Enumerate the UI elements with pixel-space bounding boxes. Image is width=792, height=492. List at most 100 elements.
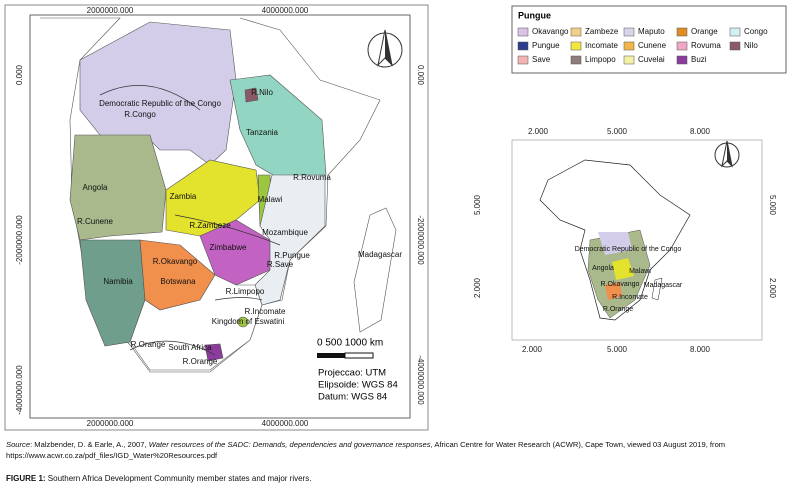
countries	[40, 17, 397, 373]
inset-label: R.Okavango	[601, 281, 640, 288]
drc	[79, 21, 237, 166]
inset-label: Democratic Republic of the Congo	[575, 246, 682, 253]
legend-label: Orange	[691, 27, 718, 36]
legend-swatch	[570, 55, 582, 65]
legend-label: Save	[532, 55, 551, 64]
legend-label: Zambeze	[585, 27, 619, 36]
legend-swatch	[623, 55, 635, 65]
coord: 5.000	[768, 195, 777, 216]
legend-label: Pungue	[532, 41, 560, 50]
legend-swatch	[729, 27, 741, 37]
map-label: R.Okavango	[153, 257, 198, 266]
coord: 2.000	[473, 277, 482, 298]
map-label: Mozambique	[262, 228, 308, 237]
legend-label: Nilo	[744, 41, 758, 50]
legend-label: Buzi	[691, 55, 707, 64]
scale-bar	[317, 352, 374, 359]
inset-botswana	[605, 282, 622, 300]
legend	[511, 5, 787, 74]
coord: 2000000.000	[87, 6, 134, 15]
figure-label: FIGURE 1:	[6, 474, 46, 483]
zambia	[165, 159, 261, 237]
map-label: South Africa	[168, 343, 212, 352]
legend-swatch	[517, 27, 529, 37]
source-authors: : Malzbender, D. & Earle, A., 2007,	[30, 440, 149, 449]
map-label: Zambia	[170, 192, 197, 201]
map-label: Malawi	[258, 195, 283, 204]
coord: 2.000	[528, 127, 549, 136]
map-label: R.Orange	[131, 340, 166, 349]
madagascar	[353, 207, 397, 333]
inset-drc	[598, 232, 632, 255]
source-title: Water resources of the SADC: Demands, de…	[148, 440, 431, 449]
legend-label: Rovuma	[691, 41, 721, 50]
inset-frame	[511, 139, 763, 341]
map-label: Democratic Republic of the Congo	[99, 99, 221, 108]
map-label: R.Pungue	[274, 251, 310, 260]
legend-label: Okavango	[532, 27, 569, 36]
map-label: R.Cunene	[77, 217, 114, 226]
map-label: R.Limpopo	[226, 287, 265, 296]
legend-swatch	[570, 41, 582, 51]
inset-madagascar	[651, 277, 663, 301]
lesotho	[204, 343, 224, 362]
legend-label: Congo	[744, 27, 768, 36]
legend-swatch	[570, 27, 582, 37]
inset-label: Angola	[592, 265, 614, 272]
legend-label: Cuvelai	[638, 55, 665, 64]
map-label: Tanzania	[246, 128, 279, 137]
map-inner-frame	[29, 14, 411, 419]
map-label: Namibia	[103, 277, 133, 286]
legend-title: Pungue	[518, 10, 551, 20]
map-label: R.Orange	[183, 357, 218, 366]
inset-label: R.Incomate	[612, 294, 648, 301]
river	[174, 214, 281, 246]
coord: 0.000	[15, 64, 24, 85]
inset-labels: Democratic Republic of the Congo Angola Ma…	[575, 246, 683, 313]
south-africa	[129, 274, 263, 371]
coord: 5.000	[473, 194, 482, 215]
legend-label: Maputo	[638, 27, 665, 36]
figure-text: Southern Africa Development Community me…	[45, 474, 312, 483]
scale-label: 0 500 1000 km	[317, 338, 383, 349]
source-label: Source	[6, 440, 31, 449]
legend-items: Okavango Zambeze Maputo Orange Congo Pungue In…	[517, 27, 768, 65]
coord: 2.000	[768, 278, 777, 299]
legend-swatch	[729, 41, 741, 51]
coord: 0.000	[416, 65, 425, 86]
coord: -2000000.000	[15, 215, 24, 265]
inset-label: Madagascar	[644, 282, 683, 289]
river	[214, 297, 263, 301]
map-label: R.Incomate	[245, 307, 286, 316]
coord: -4000000.000	[416, 355, 425, 405]
legend-swatch	[676, 27, 688, 37]
north-arrow	[367, 29, 403, 68]
legend-swatch	[676, 41, 688, 51]
source-rest: , African Centre for Water Research (ACW…	[6, 440, 726, 460]
inset-zambia	[612, 258, 634, 280]
legend-swatch	[623, 41, 635, 51]
coord: 5.000	[607, 345, 628, 354]
inset	[511, 139, 763, 341]
projection: Elipsoide: WGS 84	[318, 380, 398, 391]
map-label: Madagascar	[358, 250, 402, 259]
inset-label: R.Orange	[603, 306, 633, 313]
coord: 8.000	[690, 345, 711, 354]
inset-north-arrow	[714, 140, 740, 168]
legend-swatch	[517, 41, 529, 51]
map-label: Kingdom of Eswatini	[212, 317, 285, 326]
coord: 2.000	[522, 345, 543, 354]
coord: 4000000.000	[262, 6, 309, 15]
figure-caption: FIGURE 1: Southern Africa Development Co…	[6, 474, 311, 483]
coord: 2000000.000	[87, 419, 134, 428]
rivers	[99, 85, 281, 356]
coord: -4000000.000	[15, 365, 24, 415]
angola	[69, 134, 167, 241]
inset-label: Malawi	[629, 268, 651, 275]
eswatini	[237, 316, 249, 328]
legend-swatch	[623, 27, 635, 37]
coord: 5.000	[607, 127, 628, 136]
map-label: Angola	[83, 183, 108, 192]
projection: Datum: WGS 84	[318, 392, 387, 403]
